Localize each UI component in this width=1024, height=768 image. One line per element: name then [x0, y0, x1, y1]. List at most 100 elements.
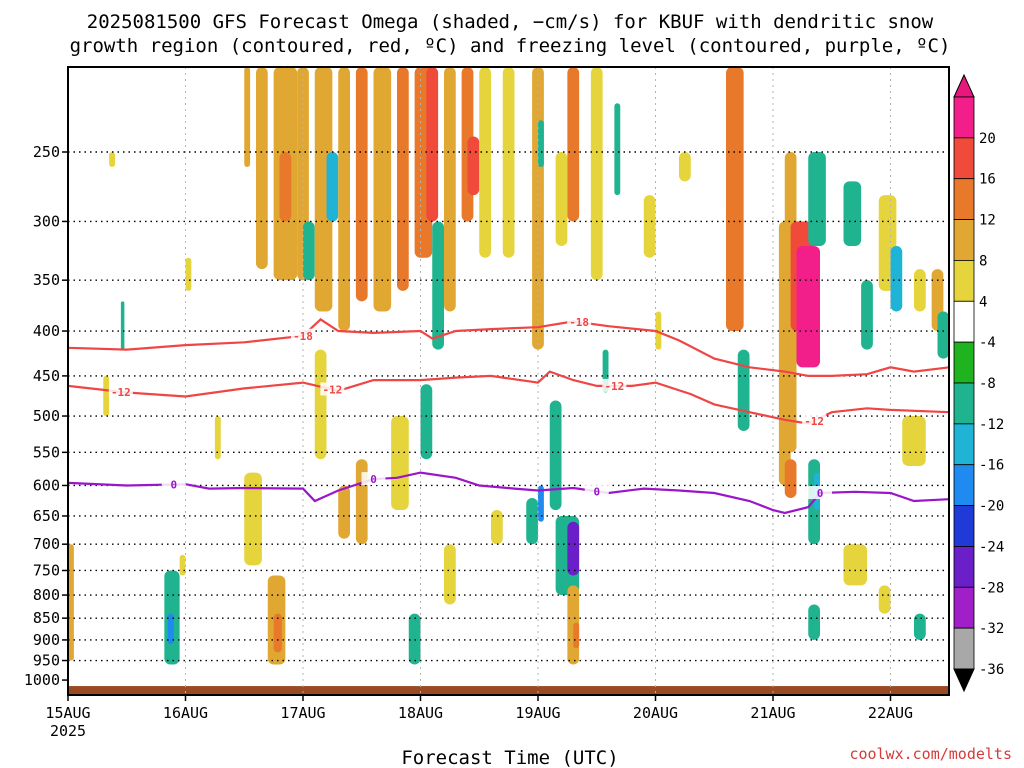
- colorbar-label-16: 16: [979, 172, 996, 188]
- colorbar-swatch-6: [953, 341, 975, 384]
- contour-label--12: -12: [804, 415, 824, 428]
- omega-cell-63: [808, 151, 826, 247]
- omega-cell-16: [326, 151, 339, 222]
- omega-cell-78: [914, 613, 926, 640]
- contour-label-bg: [361, 472, 386, 486]
- omega-cell-15: [314, 67, 333, 312]
- contour-label-bg: [808, 486, 832, 500]
- omega-cell-77: [808, 604, 820, 640]
- contour-label--12: -12: [111, 386, 131, 399]
- colorbar-label--12: -12: [979, 417, 1004, 433]
- contour-label-0: 0: [370, 473, 377, 486]
- omega-cell-45: [420, 384, 433, 460]
- x-axis: 15AUG 16AUG 17AUG 18AUG 19AUG 20AUG 21AUG 22AUG…: [45, 695, 913, 740]
- omega-cell-76: [878, 585, 891, 614]
- x-tick-label-21AUG: 21AUG: [750, 704, 795, 722]
- omega-cell-5: [167, 613, 174, 645]
- colorbar-swatch-2: [953, 178, 975, 220]
- colorbar-label-8: 8: [979, 253, 987, 269]
- y-tick-label-700: 700: [33, 535, 60, 553]
- y-tick-label-350: 350: [33, 271, 60, 289]
- omega-cell-26: [467, 136, 480, 196]
- omega-cell-1: [103, 375, 110, 417]
- colorbar-label-20: 20: [979, 131, 996, 147]
- x-tick-label-22AUG: 22AUG: [868, 704, 913, 722]
- omega-cell-30: [538, 120, 544, 167]
- omega-cell-42: [355, 459, 368, 545]
- omega-cell-44: [408, 613, 421, 665]
- omega-cell-48: [526, 497, 538, 545]
- x-axis-title: Forecast Time (UTC): [401, 747, 618, 768]
- omega-cell-31: [555, 151, 568, 247]
- omega-cell-75: [843, 544, 867, 586]
- omega-cell-14: [303, 221, 315, 281]
- omega-cell-9: [244, 67, 251, 167]
- omega-cell-39: [273, 613, 282, 653]
- contour-0: [67, 471, 950, 515]
- omega-cell-33: [590, 67, 603, 281]
- contour-label-bg: [802, 413, 827, 427]
- colorbar-label--20: -20: [979, 499, 1004, 515]
- omega-cell-10: [256, 67, 268, 270]
- omega-cell-18: [355, 67, 368, 302]
- y-tick-label-850: 850: [33, 609, 60, 627]
- y-tick-label-650: 650: [33, 507, 60, 525]
- colorbar-swatch-0: [953, 96, 975, 139]
- x-tick-label-20AUG: 20AUG: [633, 704, 678, 722]
- omega-cell-0: [68, 544, 74, 661]
- chart-title-line-1: 2025081500 GFS Forecast Omega (shaded, −…: [87, 11, 934, 33]
- colorbar-label--4: -4: [979, 335, 996, 351]
- colorbar-swatch-3: [953, 219, 975, 261]
- colorbar-label--36: -36: [979, 662, 1004, 678]
- omega-cell-73: [937, 311, 950, 359]
- omega-cell-32: [567, 67, 580, 222]
- contour-label-bg: [602, 378, 627, 392]
- omega-cell-19: [373, 67, 392, 312]
- omega-cell-20: [397, 67, 409, 291]
- y-tick-label-250: 250: [33, 143, 60, 161]
- y-tick-label-550: 550: [33, 443, 60, 461]
- contour-label-bg: [161, 477, 186, 491]
- x-tick-label-19AUG: 19AUG: [515, 704, 560, 722]
- colorbar-swatch-9: [953, 464, 975, 506]
- colorbar-swatch-4: [953, 260, 975, 302]
- omega-cell-22: [426, 67, 439, 222]
- y-tick-label-500: 500: [33, 407, 60, 425]
- omega-cell-47: [491, 510, 503, 545]
- x-tick-label-15AUG: 15AUG: [45, 704, 90, 722]
- contour-label-bg: [291, 328, 315, 342]
- omega-cell-68: [861, 280, 873, 350]
- omega-cell-37: [244, 472, 262, 566]
- colorbar-label--16: -16: [979, 458, 1004, 474]
- colorbar-label-12: 12: [979, 213, 996, 229]
- omega-cell-12: [279, 151, 292, 222]
- omega-cell-43: [391, 416, 409, 511]
- omega-cell-2: [120, 301, 125, 350]
- contour-label-bg: [584, 484, 609, 498]
- contour-label-0: 0: [170, 478, 177, 491]
- omega-cell-41: [338, 485, 350, 539]
- omega-shading-layer: [68, 67, 950, 665]
- contour-layer: -18 -18 -12 -12 -12 -12 0 0 0 0: [67, 315, 950, 515]
- omega-cell-49: [538, 485, 544, 522]
- contour-label-bg: [567, 315, 592, 329]
- omega-cell-8: [214, 416, 221, 460]
- omega-cell-62: [796, 246, 820, 368]
- y-tick-label-450: 450: [33, 367, 60, 385]
- omega-cell-54: [573, 622, 580, 649]
- colorbar-swatch-7: [953, 382, 975, 425]
- omega-cell-70: [890, 246, 903, 312]
- omega-cell-58: [737, 349, 750, 431]
- y-tick-label-600: 600: [33, 476, 60, 494]
- omega-cell-24: [444, 67, 456, 312]
- colorbar-swatch-11: [953, 546, 975, 588]
- colorbar-label--24: -24: [979, 539, 1004, 555]
- colorbar-swatch-1: [953, 137, 975, 180]
- ground-layer: [68, 686, 949, 695]
- colorbar-swatch-13: [953, 627, 975, 670]
- omega-cell-56: [655, 311, 662, 350]
- y-tick-label-1000: 1000: [24, 671, 60, 689]
- y-tick-label-950: 950: [33, 652, 60, 670]
- contour-label--18: -18: [293, 330, 313, 343]
